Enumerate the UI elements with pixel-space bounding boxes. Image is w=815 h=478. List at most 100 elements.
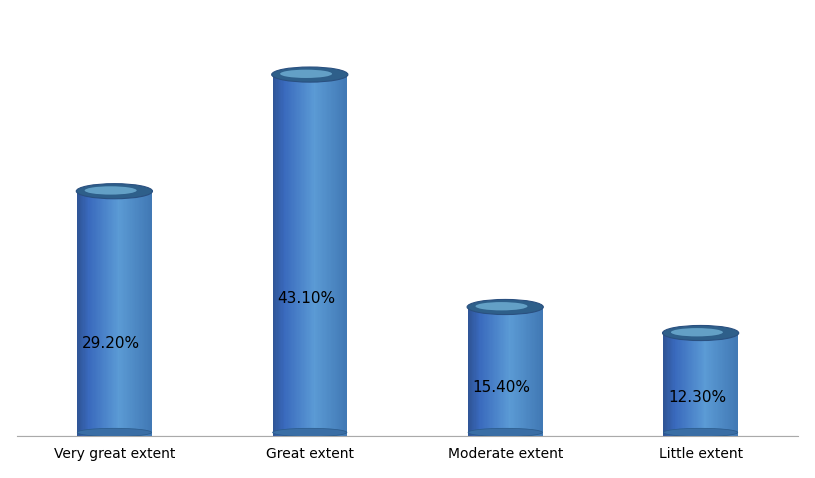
Bar	[309, 75, 311, 436]
Bar	[90, 191, 92, 436]
Bar	[733, 333, 734, 436]
Bar	[667, 333, 669, 436]
Bar	[515, 307, 517, 436]
Bar	[711, 333, 712, 436]
Text: 29.20%: 29.20%	[82, 336, 139, 351]
Bar	[491, 307, 493, 436]
Bar	[475, 307, 477, 436]
Bar	[113, 191, 115, 436]
Bar	[473, 307, 474, 436]
Bar	[698, 333, 700, 436]
Bar	[723, 333, 725, 436]
Bar	[487, 307, 488, 436]
Ellipse shape	[77, 428, 152, 436]
Bar	[135, 191, 137, 436]
Bar	[77, 191, 79, 436]
Bar	[540, 307, 541, 436]
Bar	[665, 333, 667, 436]
Bar	[719, 333, 720, 436]
Bar	[314, 75, 315, 436]
Bar	[511, 307, 513, 436]
Bar	[703, 333, 705, 436]
Bar	[725, 333, 726, 436]
Bar	[147, 191, 148, 436]
Bar	[691, 333, 693, 436]
Bar	[734, 333, 736, 436]
Bar	[310, 75, 311, 436]
Bar	[116, 191, 117, 436]
Bar	[142, 191, 143, 436]
Bar	[683, 333, 685, 436]
Bar	[468, 307, 469, 436]
Bar	[332, 75, 333, 436]
Bar	[273, 75, 275, 436]
Bar	[524, 307, 526, 436]
Bar	[118, 191, 120, 436]
Bar	[678, 333, 680, 436]
Text: 43.10%: 43.10%	[277, 291, 335, 306]
Bar	[526, 307, 528, 436]
Bar	[302, 75, 304, 436]
Bar	[276, 75, 278, 436]
Bar	[509, 307, 510, 436]
Bar	[298, 75, 300, 436]
Bar	[680, 333, 681, 436]
Ellipse shape	[467, 299, 544, 315]
Bar	[730, 333, 732, 436]
Bar	[274, 75, 275, 436]
Bar	[290, 75, 292, 436]
Bar	[317, 75, 319, 436]
Bar	[111, 191, 112, 436]
Bar	[293, 75, 294, 436]
Bar	[291, 75, 293, 436]
Bar	[128, 191, 130, 436]
Bar	[82, 191, 84, 436]
Bar	[108, 191, 110, 436]
Bar	[280, 75, 282, 436]
Ellipse shape	[663, 428, 738, 436]
Bar	[86, 191, 87, 436]
Bar	[328, 75, 330, 436]
Bar	[307, 75, 309, 436]
Bar	[109, 191, 111, 436]
Bar	[342, 75, 344, 436]
Bar	[503, 307, 504, 436]
Ellipse shape	[280, 70, 332, 78]
Bar	[143, 191, 144, 436]
Bar	[137, 191, 139, 436]
Bar	[486, 307, 487, 436]
Bar	[311, 75, 313, 436]
Bar	[81, 191, 82, 436]
Bar	[88, 191, 90, 436]
Bar	[319, 75, 321, 436]
Bar	[345, 75, 346, 436]
Bar	[536, 307, 538, 436]
Bar	[491, 307, 492, 436]
Bar	[518, 307, 519, 436]
Bar	[704, 333, 706, 436]
Bar	[123, 191, 125, 436]
Bar	[96, 191, 98, 436]
Bar	[94, 191, 95, 436]
Bar	[289, 75, 290, 436]
Bar	[532, 307, 534, 436]
Bar	[279, 75, 280, 436]
Bar	[127, 191, 129, 436]
Ellipse shape	[663, 326, 738, 340]
Bar	[139, 191, 141, 436]
Bar	[331, 75, 333, 436]
Bar	[499, 307, 500, 436]
Bar	[716, 333, 717, 436]
Bar	[510, 307, 512, 436]
Bar	[327, 75, 328, 436]
Bar	[685, 333, 686, 436]
Bar	[702, 333, 703, 436]
Bar	[130, 191, 131, 436]
Bar	[148, 191, 149, 436]
Bar	[484, 307, 486, 436]
Ellipse shape	[468, 428, 542, 436]
Bar	[508, 307, 509, 436]
Bar	[694, 333, 695, 436]
Bar	[112, 191, 113, 436]
Bar	[517, 307, 518, 436]
